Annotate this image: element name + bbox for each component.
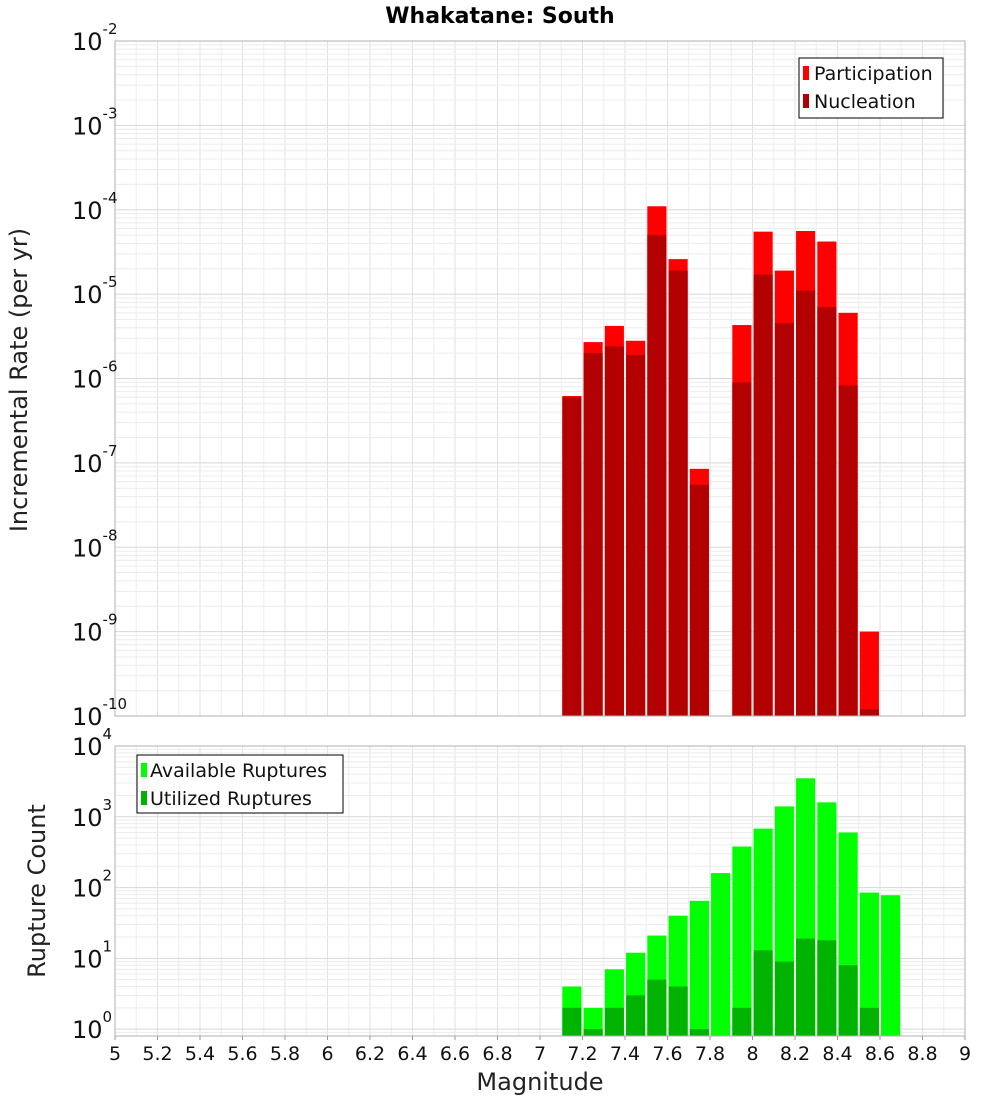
- x-tick-label: 6.6: [440, 1043, 470, 1065]
- x-tick-label: 8: [746, 1043, 758, 1065]
- count-bar-series2: [753, 950, 773, 1036]
- count-bar-series2: [668, 986, 688, 1036]
- rate-y-tick-label: 10-10: [72, 695, 127, 731]
- count-bar-series1: [732, 846, 752, 1036]
- x-tick-label: 6.2: [355, 1043, 385, 1065]
- x-tick-label: 7.4: [610, 1043, 640, 1065]
- count-bar-series2: [647, 979, 667, 1036]
- rate-legend: Participation Nucleation: [798, 57, 944, 119]
- rate-bar-series2: [562, 397, 582, 716]
- rate-bar-series2: [753, 274, 773, 716]
- x-tick-label: 5.6: [227, 1043, 257, 1065]
- count-bar-series1: [711, 873, 731, 1036]
- x-tick-label: 6.4: [397, 1043, 427, 1065]
- x-ticks: 5 5.2 5.4 5.6 5.8 6 6.2 6.4 6.6 6.8 7 7.2 7.4 7.6 7.8 8…: [109, 1036, 971, 1065]
- count-y-tick-label: 101: [72, 937, 112, 973]
- x-tick-label: 7: [534, 1043, 546, 1065]
- chart-title: Whakatane: South: [385, 4, 614, 29]
- count-bars: [562, 778, 901, 1036]
- legend-swatch-utilized: [141, 791, 147, 805]
- rate-y-tick-label: 10-9: [72, 611, 118, 647]
- count-bar-series1: [583, 1007, 603, 1036]
- rate-bar-series2: [774, 323, 794, 716]
- count-bar-series2: [626, 995, 646, 1036]
- legend-swatch-available: [141, 763, 147, 777]
- x-tick-label: 8.4: [822, 1043, 852, 1065]
- legend-label-available: Available Ruptures: [150, 760, 327, 782]
- count-y-ticks: 104 103 102 101 100: [72, 725, 112, 1044]
- count-y-tick-label: 102: [72, 867, 112, 903]
- count-bar-series1: [689, 900, 709, 1036]
- rate-y-tick-label: 10-7: [72, 442, 118, 478]
- count-bar-series2: [604, 1007, 624, 1036]
- count-y-tick-label: 103: [72, 796, 112, 832]
- count-legend-box: [136, 754, 344, 814]
- x-tick-label: 8.2: [780, 1043, 810, 1065]
- x-tick-label: 7.2: [567, 1043, 597, 1065]
- count-bar-series2: [774, 961, 794, 1036]
- count-bar-series2: [732, 1007, 752, 1036]
- rate-bar-series2: [859, 709, 879, 716]
- legend-swatch-nucleation: [803, 94, 809, 108]
- count-bar-series2: [562, 1007, 582, 1036]
- rate-bar-series2: [838, 385, 858, 716]
- count-bar-series2: [859, 1007, 879, 1036]
- rate-plot-frame: [114, 40, 966, 717]
- rate-legend-box: [798, 57, 944, 119]
- legend-label-utilized: Utilized Ruptures: [150, 788, 312, 810]
- count-panel: 104 103 102 101 100 Rupture Count Available …: [23, 725, 971, 1096]
- count-y-axis-label: Rupture Count: [23, 804, 51, 978]
- rate-bar-series2: [604, 346, 624, 716]
- x-tick-label: 9: [959, 1043, 971, 1065]
- rate-y-tick-label: 10-3: [72, 104, 118, 140]
- count-legend: Available Ruptures Utilized Ruptures: [136, 754, 344, 814]
- count-bar-series2: [583, 1029, 603, 1036]
- count-bar-series1: [859, 892, 879, 1036]
- rate-bar-series1: [859, 631, 879, 716]
- rate-bar-series2: [583, 353, 603, 716]
- rate-y-tick-label: 10-8: [72, 526, 118, 562]
- rate-bars: [562, 206, 879, 717]
- rate-gridlines: [114, 40, 966, 717]
- x-tick-label: 7.8: [695, 1043, 725, 1065]
- legend-label-participation: Participation: [814, 63, 933, 85]
- rate-y-tick-label: 10-2: [72, 20, 118, 56]
- x-tick-label: 6: [321, 1043, 333, 1065]
- rate-y-axis-label: Incremental Rate (per yr): [5, 228, 33, 532]
- legend-label-nucleation: Nucleation: [814, 91, 916, 113]
- x-tick-label: 8.8: [907, 1043, 937, 1065]
- count-bar-series2: [817, 940, 837, 1036]
- rate-bar-series2: [732, 382, 752, 716]
- rate-y-tick-label: 10-4: [72, 189, 118, 225]
- count-y-tick-label: 100: [72, 1008, 112, 1044]
- x-tick-label: 5.4: [185, 1043, 215, 1065]
- x-tick-label: 5: [109, 1043, 121, 1065]
- count-bar-series2: [838, 965, 858, 1036]
- rate-y-ticks: 10-2 10-3 10-4 10-5 10-6 10-7 10-8 10-9 10-10: [72, 20, 127, 731]
- rate-bar-series2: [689, 484, 709, 716]
- count-bar-series2: [689, 1029, 709, 1036]
- x-tick-label: 6.8: [482, 1043, 512, 1065]
- rate-y-tick-label: 10-6: [72, 358, 118, 394]
- x-tick-label: 7.6: [652, 1043, 682, 1065]
- count-y-tick-label: 104: [72, 725, 112, 761]
- rate-bar-series2: [626, 354, 646, 716]
- x-tick-label: 5.8: [270, 1043, 300, 1065]
- count-bar-series1: [881, 895, 901, 1036]
- count-bar-series2: [796, 938, 816, 1036]
- rate-y-tick-label: 10-5: [72, 273, 118, 309]
- rate-bar-series2: [796, 290, 816, 716]
- x-axis-label: Magnitude: [476, 1068, 603, 1096]
- rate-bar-series2: [817, 307, 837, 716]
- x-tick-label: 8.6: [865, 1043, 895, 1065]
- rate-panel: 10-2 10-3 10-4 10-5 10-6 10-7 10-8 10-9 10-10 In…: [5, 20, 966, 731]
- rate-bar-series2: [668, 270, 688, 716]
- x-tick-label: 5.2: [142, 1043, 172, 1065]
- rate-bar-series2: [647, 235, 667, 716]
- legend-swatch-participation: [803, 66, 809, 80]
